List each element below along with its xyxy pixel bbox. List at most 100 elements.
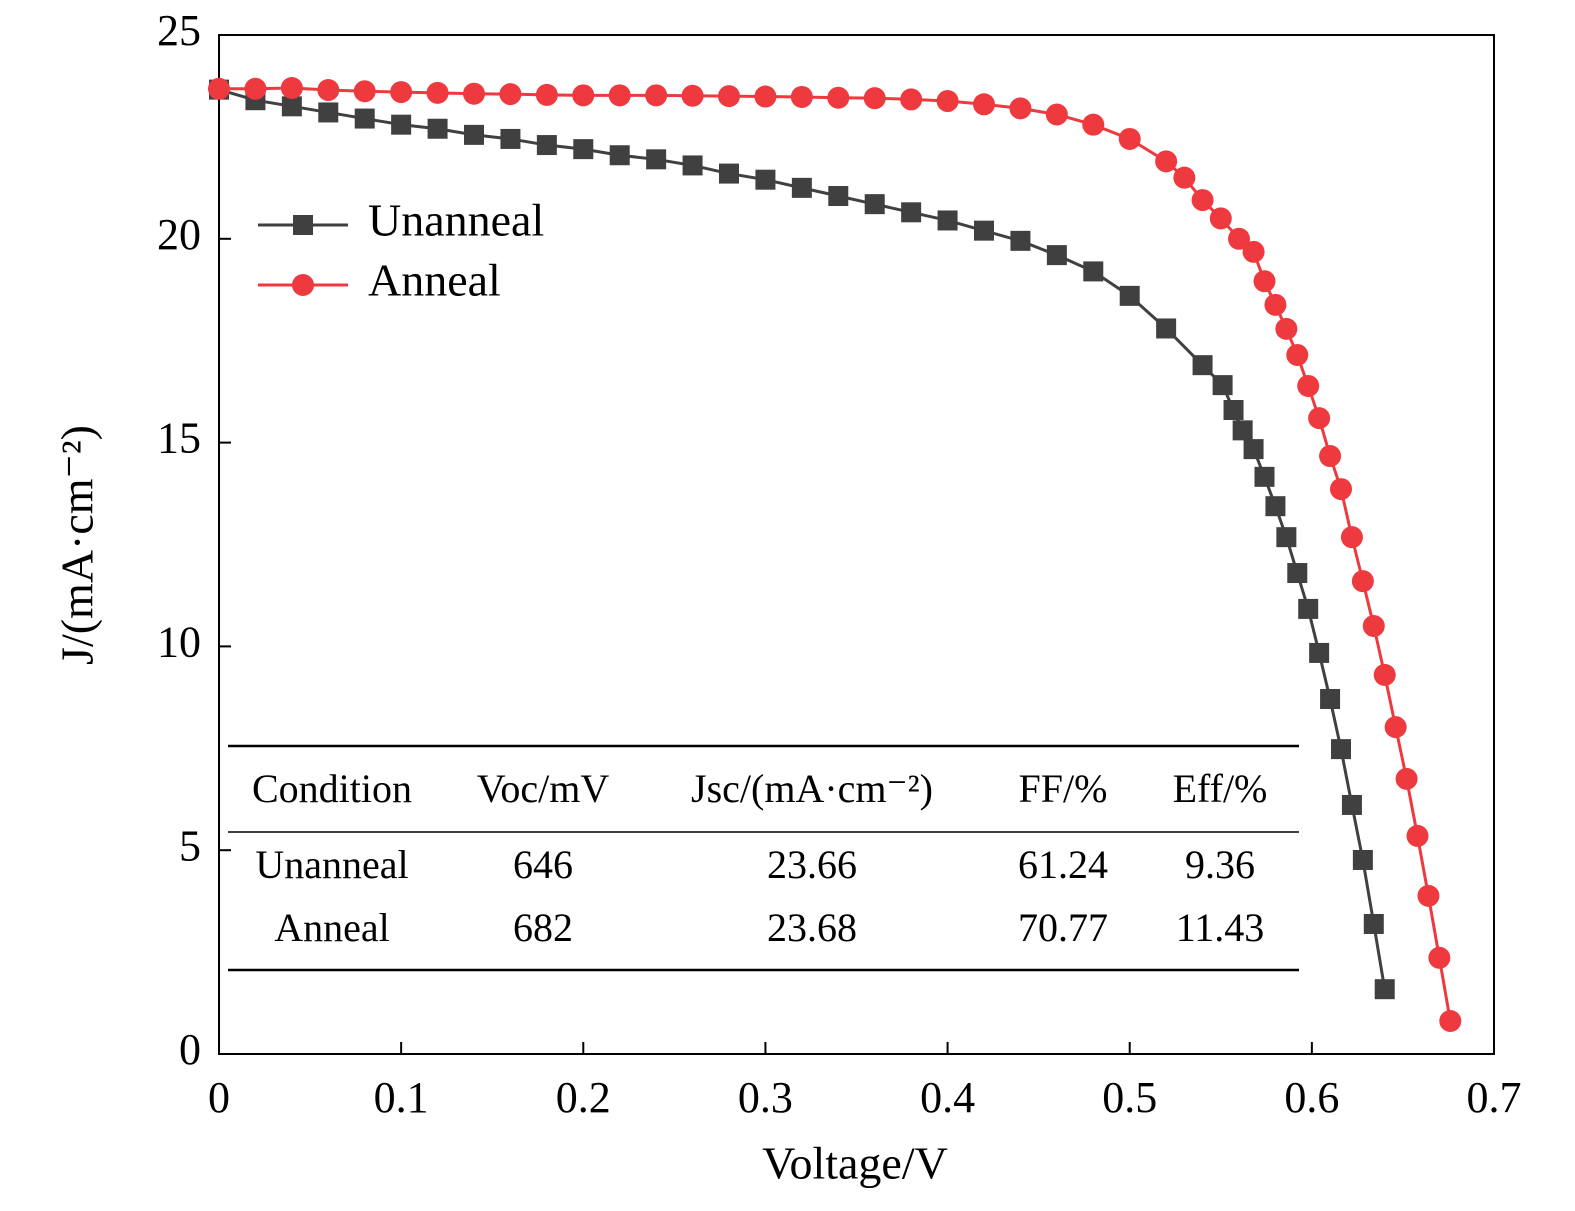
data-point xyxy=(464,124,484,145)
data-point xyxy=(1363,913,1384,934)
data-point xyxy=(573,139,594,160)
legend-marker xyxy=(293,215,313,235)
data-point xyxy=(572,84,595,107)
data-point xyxy=(280,76,303,99)
data-point xyxy=(646,149,667,170)
data-point xyxy=(1083,261,1104,282)
data-point xyxy=(718,85,740,108)
legend-label: Anneal xyxy=(368,255,501,306)
data-point xyxy=(974,220,994,241)
data-point xyxy=(1351,570,1374,593)
data-point xyxy=(1373,663,1396,686)
data-point xyxy=(973,93,995,116)
table-cell: 23.68 xyxy=(767,905,857,950)
data-point xyxy=(1417,884,1440,907)
data-point xyxy=(391,114,412,135)
data-point xyxy=(1264,293,1287,316)
y-tick-label: 10 xyxy=(157,617,201,666)
x-tick-label: 0.4 xyxy=(920,1073,975,1122)
table-header: Condition xyxy=(252,766,412,811)
legend-label: Unanneal xyxy=(368,195,544,246)
data-point xyxy=(609,145,630,166)
data-point xyxy=(1406,824,1429,847)
x-axis-label: Voltage/V xyxy=(762,1138,948,1189)
table-cell: 70.77 xyxy=(1018,905,1108,950)
x-tick-label: 0.5 xyxy=(1102,1073,1157,1122)
table-cell: 682 xyxy=(513,905,573,950)
x-tick-label: 0.7 xyxy=(1467,1073,1522,1122)
data-point xyxy=(208,77,230,100)
x-tick-label: 0.3 xyxy=(738,1073,793,1122)
data-point xyxy=(390,81,413,104)
data-point xyxy=(317,79,340,102)
data-point xyxy=(1331,739,1351,760)
data-point xyxy=(1298,598,1319,619)
data-point xyxy=(463,82,485,105)
data-point xyxy=(1439,1009,1462,1032)
data-point xyxy=(1243,439,1264,460)
data-point xyxy=(1212,375,1233,396)
data-point xyxy=(1046,245,1067,266)
table-cell: 61.24 xyxy=(1018,842,1108,887)
data-point xyxy=(244,77,267,100)
data-point xyxy=(1254,466,1275,487)
data-point xyxy=(1374,979,1395,1000)
data-point xyxy=(1192,355,1213,376)
data-point xyxy=(936,90,959,113)
x-tick-label: 0.2 xyxy=(556,1073,611,1122)
data-point xyxy=(1341,794,1362,815)
data-point xyxy=(1242,240,1265,263)
x-tick-label: 0.6 xyxy=(1284,1073,1339,1122)
data-point xyxy=(1010,230,1031,251)
data-point xyxy=(1209,207,1232,230)
table-cell: Unanneal xyxy=(255,842,408,887)
y-tick-label: 0 xyxy=(179,1025,201,1074)
data-point xyxy=(645,84,668,107)
x-tick-label: 0 xyxy=(208,1073,230,1122)
data-point xyxy=(354,108,375,129)
table-header: Eff/% xyxy=(1173,766,1268,811)
data-point xyxy=(1297,374,1320,397)
data-point xyxy=(1319,445,1342,468)
y-axis-label: J/(mA·cm⁻²) xyxy=(52,425,103,665)
table-header: Jsc/(mA·cm⁻²) xyxy=(691,766,933,811)
data-point xyxy=(1352,849,1373,870)
data-point xyxy=(754,85,777,108)
y-tick-label: 15 xyxy=(157,414,201,463)
data-point xyxy=(1155,150,1178,173)
data-point xyxy=(1276,527,1297,548)
data-point xyxy=(281,96,302,117)
data-point xyxy=(901,202,922,223)
data-point xyxy=(1232,420,1253,441)
y-tick-label: 25 xyxy=(157,6,201,55)
data-point xyxy=(1330,478,1352,501)
data-point xyxy=(1009,97,1032,120)
data-point xyxy=(719,163,739,184)
data-point xyxy=(863,87,886,110)
data-point xyxy=(681,84,704,107)
data-point xyxy=(900,88,923,111)
data-point xyxy=(864,194,885,215)
data-point xyxy=(1309,642,1330,663)
data-point xyxy=(1156,318,1177,339)
data-point xyxy=(427,118,448,139)
data-point xyxy=(608,84,631,107)
data-point xyxy=(1253,270,1276,293)
data-point xyxy=(1287,563,1308,584)
data-point xyxy=(499,83,522,106)
data-point xyxy=(1320,688,1341,709)
data-point xyxy=(500,128,521,149)
data-point xyxy=(755,169,776,190)
table-cell: 11.43 xyxy=(1176,905,1265,950)
data-point xyxy=(318,102,339,123)
data-point xyxy=(1191,189,1214,212)
data-point xyxy=(1362,615,1385,638)
table-cell: 9.36 xyxy=(1185,842,1255,887)
data-point xyxy=(791,177,812,198)
data-point xyxy=(1173,166,1196,189)
data-point xyxy=(536,135,557,156)
data-point xyxy=(1228,227,1250,250)
y-tick-label: 5 xyxy=(179,821,201,870)
legend-marker xyxy=(292,274,314,296)
